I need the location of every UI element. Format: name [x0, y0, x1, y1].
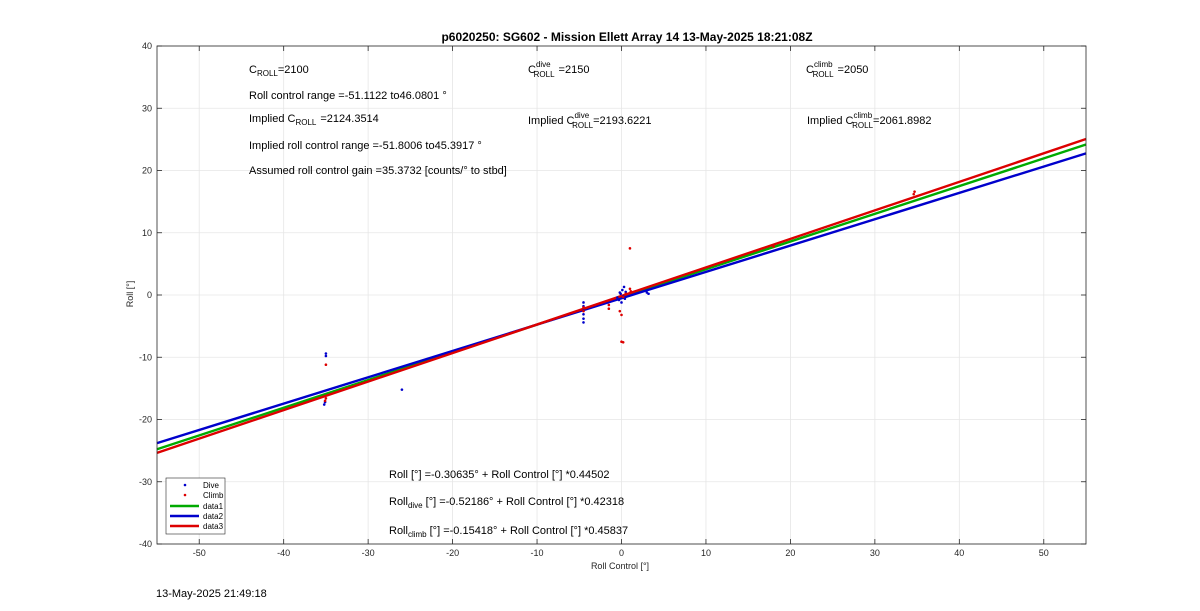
climb-point — [629, 289, 633, 293]
dive-point — [622, 285, 626, 289]
fit-climb-annotation: Rollclimb [°] =-0.15418° + Roll Control [… — [389, 525, 628, 539]
y-tick-label: -40 — [139, 539, 152, 549]
legend-dive-label: Dive — [203, 481, 220, 490]
implied-range-annotation: Implied roll control range =-51.8006 to4… — [249, 140, 482, 152]
y-tick-label: 40 — [142, 41, 152, 51]
legend-data3-label: data3 — [203, 522, 224, 531]
fit-dive-annotation: Rolldive [°] =-0.52186° + Roll Control [°… — [389, 496, 624, 510]
dive-point — [324, 354, 328, 358]
x-tick-label: 20 — [785, 548, 795, 558]
climb-point — [323, 399, 327, 403]
fit-line-data2 — [156, 152, 1087, 445]
dive-point — [619, 292, 622, 296]
dive-point — [582, 321, 585, 324]
x-tick-label: 10 — [701, 548, 711, 558]
climb-point — [624, 292, 628, 296]
c-roll-climb-annotation: Cclimb ROLL =2050 — [806, 60, 868, 79]
y-tick-label: -20 — [139, 415, 152, 425]
climb-point — [582, 309, 585, 313]
y-tick-label: -10 — [139, 352, 152, 362]
legend-data2-label: data2 — [203, 512, 224, 521]
gain-annotation: Assumed roll control gain =35.3732 [coun… — [249, 165, 507, 177]
y-tick-label: 10 — [142, 228, 152, 238]
ticks: -50 -40 -30 -20 -10 0 10 20 30 40 50 -40 -30 -20 -10 0 1… — [139, 41, 1086, 558]
dive-point — [620, 301, 623, 304]
dive-point — [624, 290, 628, 294]
dive-point — [582, 301, 585, 304]
climb-point — [628, 287, 632, 291]
fit-lines — [156, 137, 1087, 455]
x-tick-label: -50 — [193, 548, 206, 558]
implied-climb-annotation: Implied Cclimb ROLL=2061.8982 — [807, 111, 931, 130]
legend-dive-marker — [183, 483, 187, 487]
x-tick-label: 40 — [954, 548, 964, 558]
dive-point — [617, 298, 621, 302]
climb-point — [620, 313, 623, 317]
climb-point — [772, 245, 775, 248]
y-tick-label: 0 — [147, 290, 152, 300]
x-tick-label: -30 — [362, 548, 375, 558]
climb-point — [618, 309, 622, 313]
x-tick-label: -10 — [531, 548, 544, 558]
dive-point — [623, 297, 627, 301]
climb-point — [621, 341, 625, 344]
dive-point — [621, 288, 624, 292]
legend-data1-label: data1 — [203, 502, 224, 511]
legend-climb-label: Climb — [203, 491, 224, 500]
climb-point — [324, 397, 328, 400]
c-roll-annotation: CROLL=2100 — [249, 64, 309, 78]
x-tick-label: -20 — [446, 548, 459, 558]
dive-point — [647, 292, 650, 296]
fit-line-data3 — [156, 137, 1087, 455]
dive-point — [582, 317, 585, 320]
implied-dive-annotation: Implied Cdive ROLL=2193.6221 — [528, 111, 651, 130]
y-axis-label: Roll [°] — [125, 281, 135, 308]
legend: Dive Climb data1 data2 data3 — [165, 477, 226, 535]
climb-point — [607, 307, 611, 310]
implied-c-roll-annotation: Implied CROLL =2124.3514 — [249, 113, 379, 127]
dive-point — [322, 403, 326, 406]
timestamp: 13-May-2025 21:49:18 — [156, 588, 267, 600]
climb-point — [628, 247, 632, 250]
data-points — [322, 190, 916, 406]
dive-point — [324, 352, 328, 355]
dive-point — [582, 312, 585, 316]
climb-point — [913, 190, 916, 193]
dive-point — [400, 388, 404, 391]
fit-all-annotation: Roll [°] =-0.30635° + Roll Control [°] *… — [389, 469, 610, 481]
climb-point — [324, 363, 328, 367]
legend-climb-marker — [183, 493, 187, 497]
climb-point — [621, 295, 625, 299]
x-axis-label: Roll Control [°] — [591, 561, 649, 571]
x-tick-label: 30 — [870, 548, 880, 558]
c-roll-dive-annotation: Cdive ROLL =2150 — [528, 60, 589, 79]
climb-point — [607, 303, 611, 307]
climb-point — [912, 192, 916, 196]
y-tick-label: 20 — [142, 166, 152, 176]
range-annotation: Roll control range =-51.1122 to46.0801 ° — [249, 90, 447, 102]
chart-title: p6020250: SG602 - Mission Ellett Array 1… — [441, 30, 812, 44]
y-tick-label: 30 — [142, 103, 152, 113]
x-tick-label: -40 — [277, 548, 290, 558]
x-tick-label: 50 — [1039, 548, 1049, 558]
annotations: CROLL=2100 Roll control range =-51.1122 … — [249, 60, 931, 539]
x-tick-label: 0 — [619, 548, 624, 558]
climb-point — [582, 306, 585, 309]
y-tick-label: -30 — [139, 477, 152, 487]
dive-point — [615, 296, 619, 299]
